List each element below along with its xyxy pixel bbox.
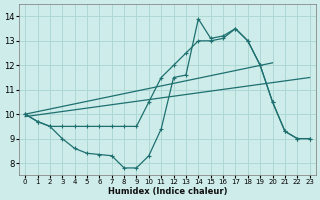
X-axis label: Humidex (Indice chaleur): Humidex (Indice chaleur) [108, 187, 227, 196]
